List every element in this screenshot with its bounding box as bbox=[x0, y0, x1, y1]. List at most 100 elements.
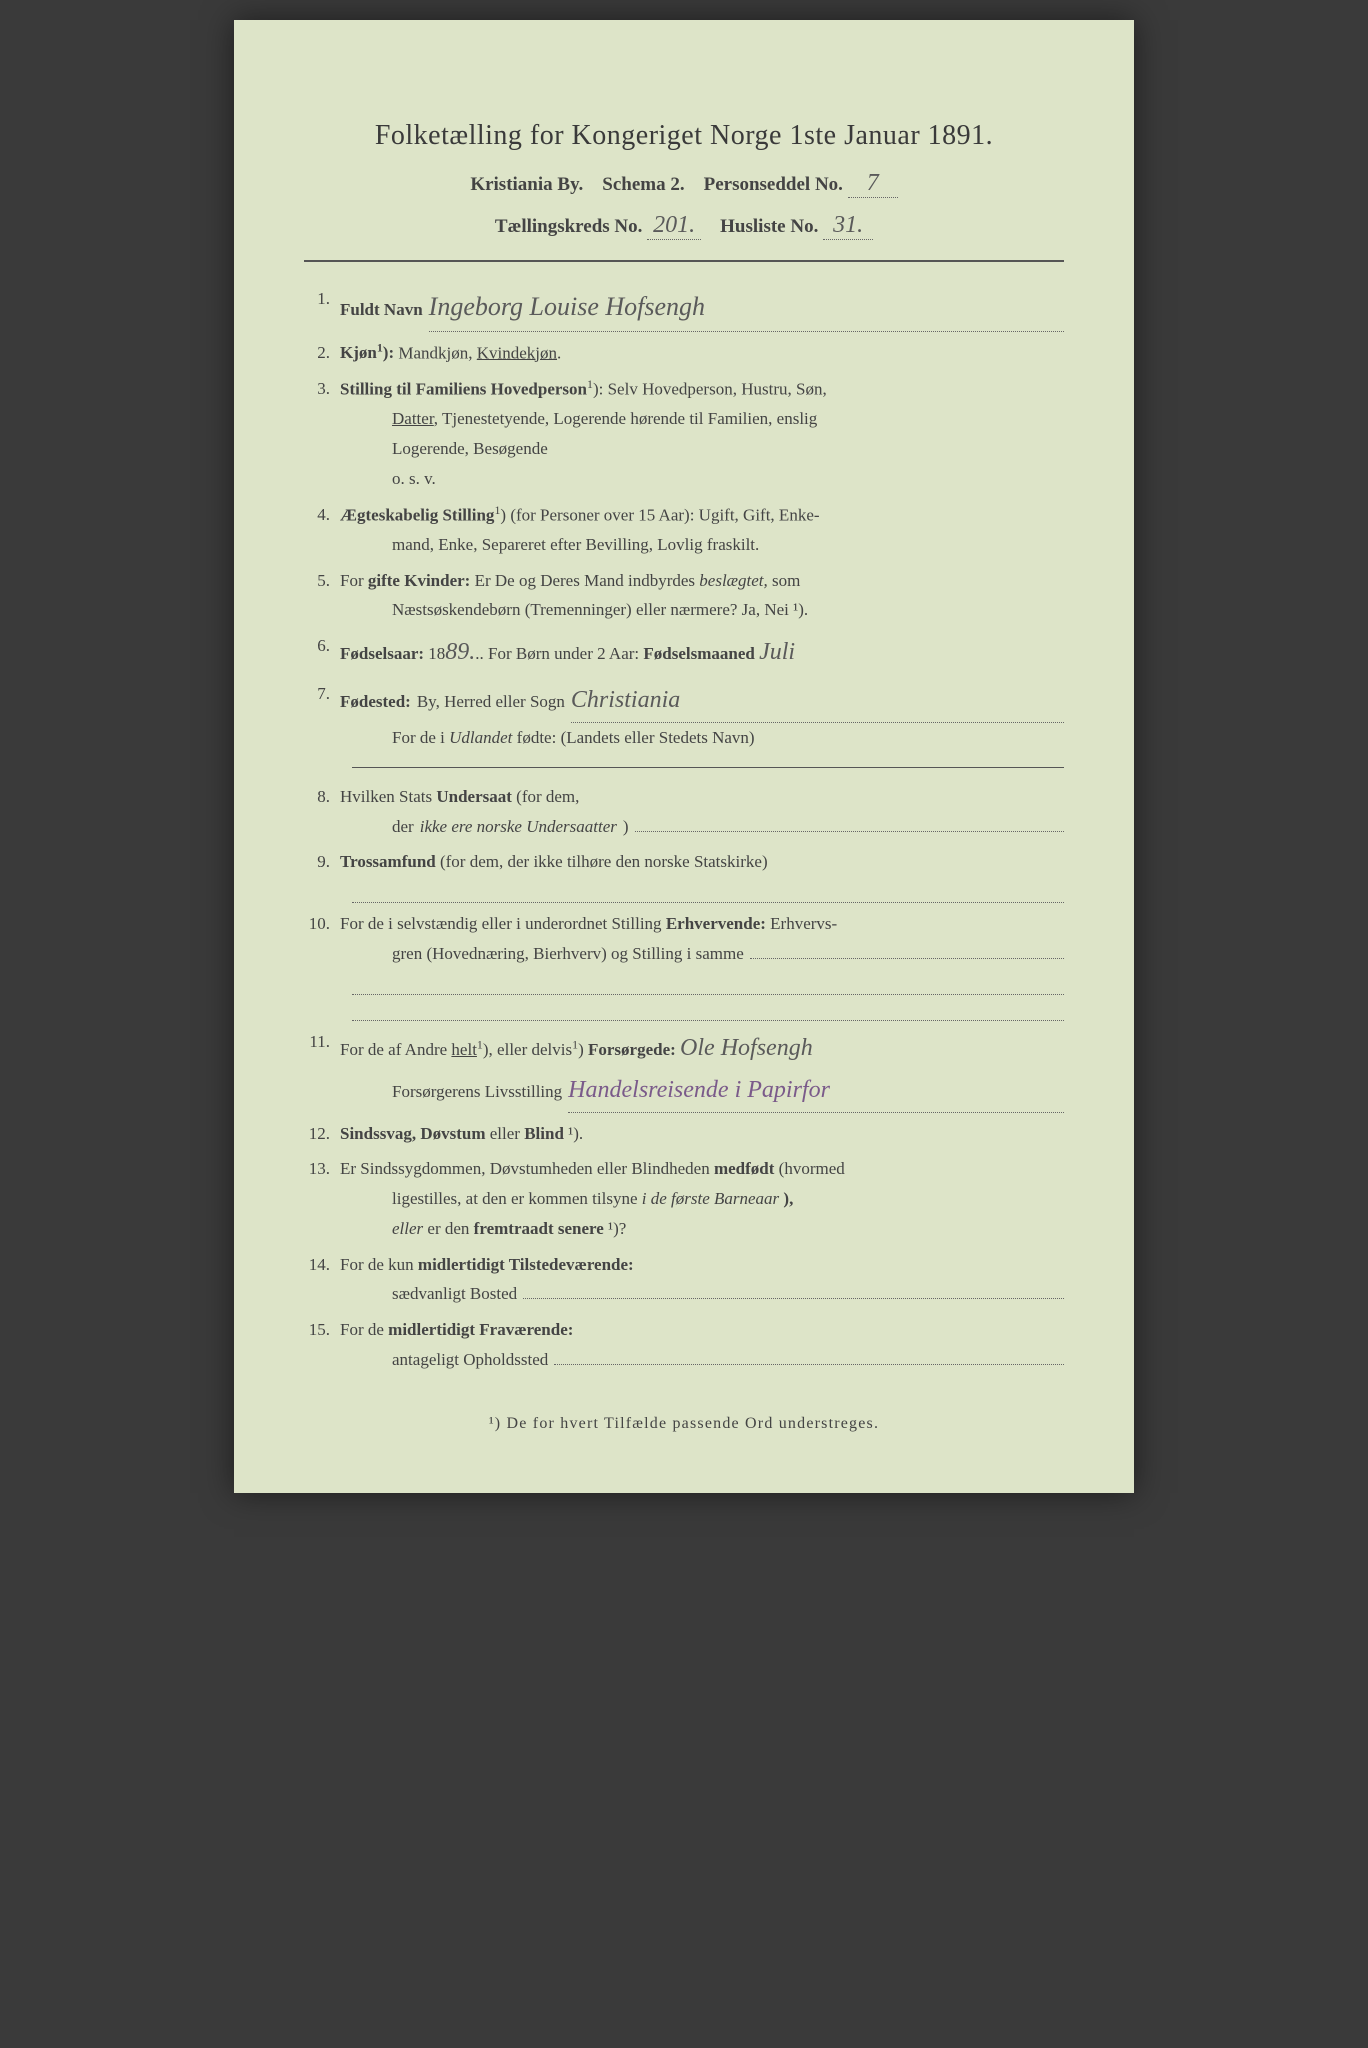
i13-t3: ligestilles, at den er kommen tilsyne bbox=[392, 1189, 642, 1208]
census-form-page: Folketælling for Kongeriget Norge 1ste J… bbox=[234, 20, 1134, 1493]
label-kjon: Kjøn1): bbox=[340, 343, 394, 362]
i12-b1: Sindssvag, Døvstum bbox=[340, 1124, 486, 1143]
item-11: 11. For de af Andre helt1), eller delvis… bbox=[304, 1027, 1064, 1113]
i11-fors: Forsørgede: bbox=[588, 1040, 676, 1059]
i9-t1: (for dem, der ikke tilhøre den norske St… bbox=[440, 852, 768, 871]
i7-t3: fødte: (Landets eller Stedets Navn) bbox=[517, 728, 755, 747]
i11-v1: Ole Hofsengh bbox=[680, 1035, 813, 1061]
label-stilling: Stilling til Familiens Hovedperson bbox=[340, 380, 587, 399]
i3-datter: Datter bbox=[392, 409, 434, 428]
divider bbox=[304, 260, 1064, 262]
i11-t2: eller delvis bbox=[497, 1040, 572, 1059]
i13-b1: medfødt bbox=[714, 1159, 774, 1178]
num-3: 3. bbox=[304, 374, 340, 404]
num-11: 11. bbox=[304, 1027, 340, 1057]
i5-t3: som bbox=[772, 571, 800, 590]
i7-t1: By, Herred eller Sogn bbox=[417, 687, 565, 717]
husliste-no: 31. bbox=[823, 212, 873, 240]
opt-kvindekjon: Kvindekjøn bbox=[477, 343, 557, 362]
label-name: Fuldt Navn bbox=[340, 295, 423, 325]
num-15: 15. bbox=[304, 1315, 340, 1345]
i6-t2: For Børn under 2 Aar: bbox=[488, 644, 643, 663]
i8-t2: (for dem, bbox=[516, 787, 579, 806]
i7-fodested: Fødested: bbox=[340, 687, 411, 717]
item-1: 1. Fuldt Navn Ingeborg Louise Hofsengh bbox=[304, 284, 1064, 332]
i10-blank3 bbox=[352, 1001, 1064, 1021]
i7-udl: Udlandet bbox=[449, 728, 512, 747]
tkreds-label: Tællingskreds No. bbox=[495, 216, 642, 237]
i13-t2: (hvormed bbox=[779, 1159, 845, 1178]
i13-sup: ¹)? bbox=[608, 1219, 626, 1238]
i15-t2: antageligt Opholdssted bbox=[392, 1345, 548, 1375]
subtitle-line: Kristiania By. Schema 2. Personseddel No… bbox=[304, 170, 1064, 198]
num-1: 1. bbox=[304, 284, 340, 314]
i15-t1: For de bbox=[340, 1320, 388, 1339]
i13-b3: fremtraadt senere bbox=[474, 1219, 604, 1238]
i13-t1: Er Sindssygdommen, Døvstumheden eller Bl… bbox=[340, 1159, 714, 1178]
main-title: Folketælling for Kongeriget Norge 1ste J… bbox=[304, 120, 1064, 152]
i15-b1: midlertidigt Fraværende: bbox=[388, 1320, 573, 1339]
i5-gifte: gifte Kvinder: bbox=[368, 571, 470, 590]
i6-maaned: Fødselsmaaned bbox=[643, 644, 754, 663]
i5-line2: Næstsøskendebørn (Tremenninger) eller næ… bbox=[340, 595, 1064, 625]
i14-b1: midlertidigt Tilstedeværende: bbox=[418, 1255, 634, 1274]
i12-sup: ¹). bbox=[568, 1124, 583, 1143]
num-5: 5. bbox=[304, 566, 340, 596]
i9-tross: Trossamfund bbox=[340, 852, 436, 871]
i5-t2: Er De og Deres Mand indbyrdes bbox=[475, 571, 700, 590]
value-name: Ingeborg Louise Hofsengh bbox=[429, 284, 1064, 332]
num-10: 10. bbox=[304, 909, 340, 939]
item-5: 5. For gifte Kvinder: Er De og Deres Man… bbox=[304, 566, 1064, 626]
i6-month: Juli bbox=[759, 639, 795, 665]
num-13: 13. bbox=[304, 1154, 340, 1184]
i10-blank2 bbox=[352, 975, 1064, 995]
i14-t1: For de kun bbox=[340, 1255, 418, 1274]
i8-t3: der bbox=[392, 812, 414, 842]
i6-fodselsaar: Fødselsaar: bbox=[340, 644, 424, 663]
i3-line2rest: , Tjenestetyende, Logerende hørende til … bbox=[434, 409, 818, 428]
item-3: 3. Stilling til Familiens Hovedperson1):… bbox=[304, 374, 1064, 494]
i3-line4: o. s. v. bbox=[340, 464, 1064, 494]
i6-18: 18 bbox=[428, 644, 445, 663]
item-7: 7. Fødested: By, Herred eller Sogn Chris… bbox=[304, 679, 1064, 753]
num-4: 4. bbox=[304, 500, 340, 530]
num-7: 7. bbox=[304, 679, 340, 709]
city-label: Kristiania By. bbox=[470, 174, 583, 195]
i8-blank bbox=[635, 830, 1064, 832]
item-6: 6. Fødselsaar: 1889... For Børn under 2 … bbox=[304, 631, 1064, 673]
i8-ital: ikke ere norske Undersaatter bbox=[420, 812, 617, 842]
i10-blank1 bbox=[750, 957, 1064, 959]
personseddel-no: 7 bbox=[848, 170, 898, 198]
subline-2: Tællingskreds No. 201. Husliste No. 31. bbox=[304, 212, 1064, 240]
i4-line2: mand, Enke, Separeret efter Bevilling, L… bbox=[340, 530, 1064, 560]
schema-label: Schema 2. bbox=[602, 174, 684, 195]
i13-b2: ), bbox=[783, 1189, 793, 1208]
i11-v2: Handelsreisende i Papirfor bbox=[568, 1069, 1064, 1113]
i13-i2: eller bbox=[392, 1219, 423, 1238]
num-12: 12. bbox=[304, 1119, 340, 1149]
footnote: ¹) De for hvert Tilfælde passende Ord un… bbox=[304, 1415, 1064, 1433]
num-8: 8. bbox=[304, 782, 340, 812]
item-14: 14. For de kun midlertidigt Tilstedevære… bbox=[304, 1250, 1064, 1310]
item-13: 13. Er Sindssygdommen, Døvstumheden elle… bbox=[304, 1154, 1064, 1243]
form-items: 1. Fuldt Navn Ingeborg Louise Hofsengh 2… bbox=[304, 284, 1064, 1375]
i14-blank bbox=[523, 1297, 1064, 1299]
i7-place: Christiania bbox=[571, 679, 1064, 723]
i10-t3: gren (Hovednæring, Bierhverv) og Stillin… bbox=[392, 939, 744, 969]
i11-helt: helt bbox=[451, 1040, 477, 1059]
husliste-label: Husliste No. bbox=[720, 216, 818, 237]
item-15: 15. For de midlertidigt Fraværende: anta… bbox=[304, 1315, 1064, 1375]
opt-mandkjon: Mandkjøn, bbox=[398, 343, 476, 362]
i10-t1: For de i selvstændig eller i underordnet… bbox=[340, 914, 666, 933]
i11-t3: Forsørgerens Livsstilling bbox=[392, 1077, 562, 1107]
i13-t4: er den bbox=[427, 1219, 473, 1238]
tkreds-no: 201. bbox=[647, 212, 701, 240]
i13-i1: i de første Barneaar bbox=[642, 1189, 779, 1208]
item-2: 2. Kjøn1): Mandkjøn, Kvindekjøn. bbox=[304, 338, 1064, 368]
item-8: 8. Hvilken Stats Undersaat (for dem, der… bbox=[304, 782, 1064, 842]
i12-b2: Blind bbox=[524, 1124, 564, 1143]
num-2: 2. bbox=[304, 338, 340, 368]
label-aegte: Ægteskabelig Stilling bbox=[340, 505, 494, 524]
i8-t1: Hvilken Stats bbox=[340, 787, 436, 806]
i12-t1: eller bbox=[490, 1124, 524, 1143]
